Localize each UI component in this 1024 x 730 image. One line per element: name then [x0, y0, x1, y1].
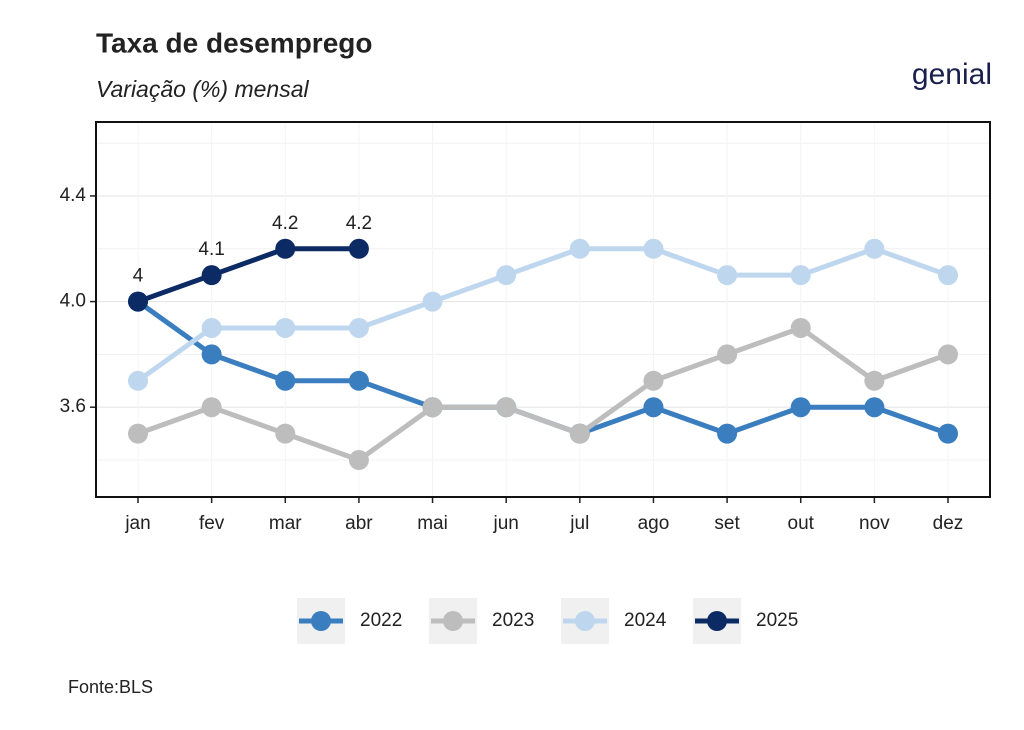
x-tick-label: jan	[124, 513, 150, 534]
data-label: 4	[133, 266, 144, 287]
data-label: 4.1	[198, 239, 224, 260]
x-tick-label: set	[714, 513, 740, 534]
series-point	[864, 238, 885, 259]
legend-key-point	[575, 611, 595, 631]
series-line	[137, 246, 359, 304]
series-point	[569, 423, 590, 444]
series-point	[348, 450, 369, 471]
series-point	[569, 238, 590, 259]
y-tick-label: 4.4	[60, 185, 87, 206]
x-tick-label: ago	[638, 513, 670, 534]
series-point	[348, 238, 369, 259]
legend-label: 2022	[360, 610, 402, 631]
y-tick-label: 4.0	[60, 291, 86, 312]
x-tick-label: out	[788, 513, 815, 534]
series-point	[422, 397, 443, 418]
x-tick-label: abr	[345, 513, 373, 534]
series-point	[643, 370, 664, 391]
series-point	[864, 370, 885, 391]
x-tick-label: jul	[569, 513, 589, 534]
x-tick-label: nov	[859, 513, 890, 534]
series-point	[938, 344, 958, 365]
series-point	[128, 423, 148, 444]
series-point	[496, 397, 517, 418]
logo: genial	[912, 58, 992, 91]
series-point	[201, 317, 222, 338]
x-tick-label: jun	[493, 513, 519, 534]
chart-subtitle: Variação (%) mensal	[96, 76, 310, 102]
series-line	[136, 299, 949, 437]
series-point	[348, 370, 369, 391]
series-point	[790, 265, 811, 286]
series-point	[275, 317, 296, 338]
series-point	[938, 265, 958, 286]
series-point	[643, 238, 664, 259]
series-point	[201, 265, 222, 286]
series-point	[643, 397, 664, 418]
series-point	[717, 423, 738, 444]
series-point	[790, 317, 811, 338]
series-point	[201, 397, 222, 418]
series-point	[201, 344, 222, 365]
series-point	[717, 344, 738, 365]
series-point	[128, 370, 148, 391]
series-point	[864, 397, 885, 418]
data-label: 4.2	[346, 213, 372, 234]
plot-border	[95, 121, 991, 498]
series-point	[275, 370, 296, 391]
y-tick-label: 3.6	[60, 396, 86, 417]
x-tick-label: dez	[933, 513, 964, 534]
legend-label: 2024	[624, 610, 667, 631]
legend-key-point	[707, 611, 727, 631]
legend-key-point	[311, 611, 331, 631]
x-tick-label: mar	[269, 513, 302, 534]
legend-label: 2023	[492, 610, 534, 631]
series-point	[717, 265, 738, 286]
series-point	[496, 265, 517, 286]
x-tick-label: mai	[417, 513, 448, 534]
data-label: 4.2	[272, 213, 298, 234]
series-point	[128, 291, 148, 312]
legend-label: 2025	[756, 610, 798, 631]
series-point	[275, 238, 296, 259]
x-tick-label: fev	[199, 513, 225, 534]
series-point	[348, 317, 369, 338]
chart-title: Taxa de desemprego	[96, 27, 372, 58]
series-point	[790, 397, 811, 418]
series-point	[422, 291, 443, 312]
series-point	[275, 423, 296, 444]
series-point	[938, 423, 958, 444]
series-line	[136, 246, 949, 383]
series-line	[137, 325, 949, 463]
source: Fonte:BLS	[68, 677, 153, 697]
legend-key-point	[443, 611, 463, 631]
